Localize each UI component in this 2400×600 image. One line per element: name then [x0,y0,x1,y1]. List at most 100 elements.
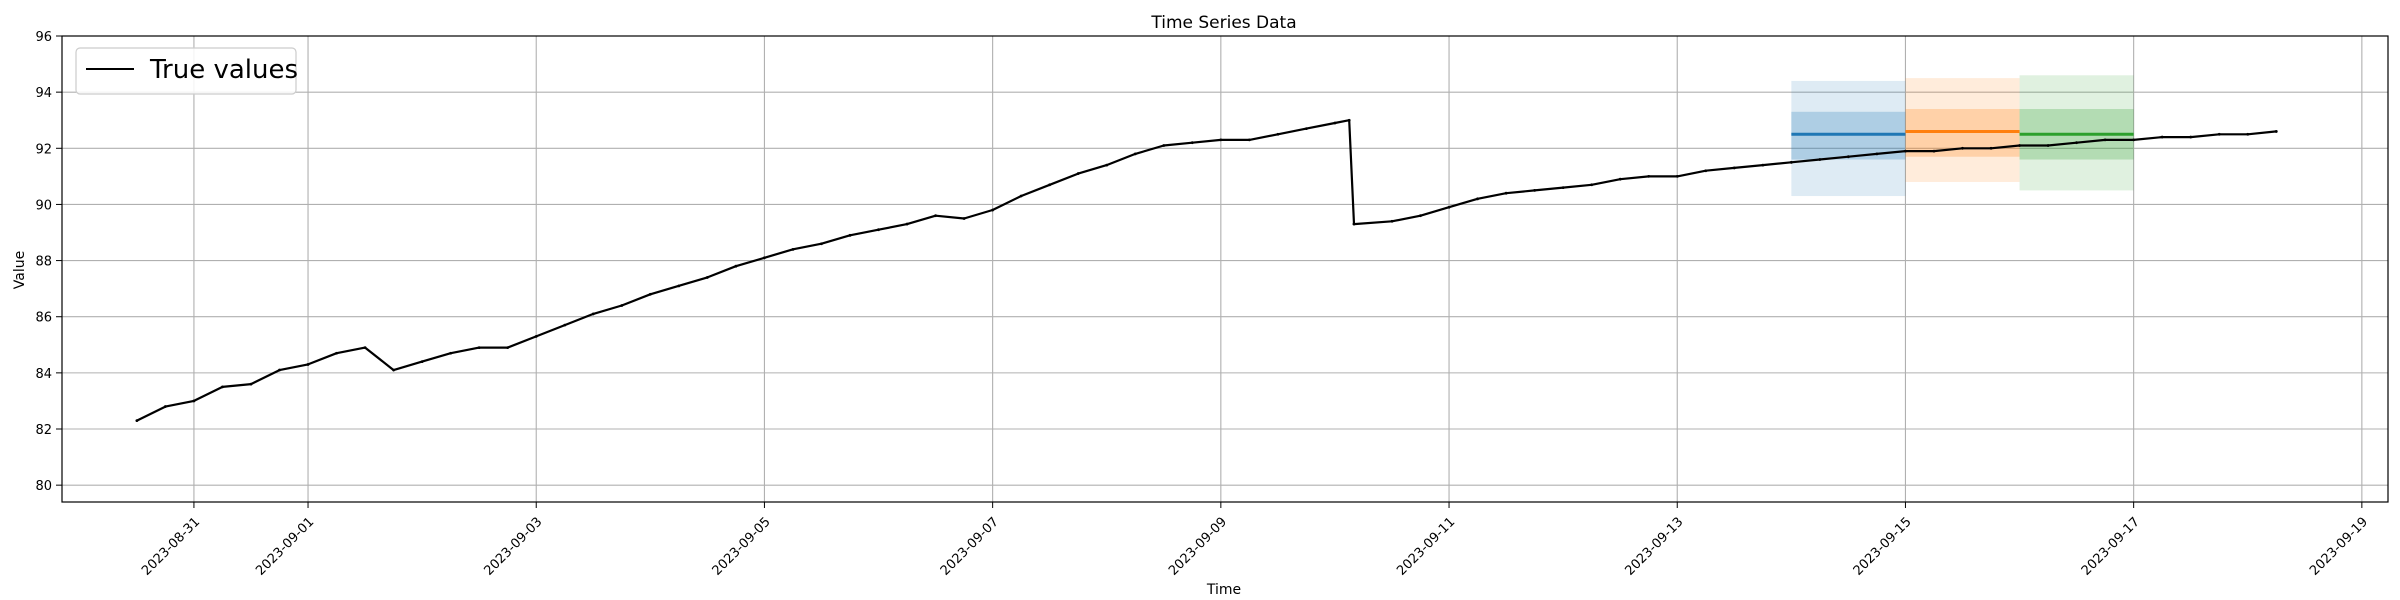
series-point [591,312,595,316]
series-point [2160,135,2164,139]
plot-frame [61,35,2389,503]
series-point [135,419,139,422]
y-tick-label: 92 [35,142,52,157]
series-point [1989,146,1993,150]
y-tick-label: 88 [35,255,52,270]
series-point [1618,177,1622,181]
series-point [1276,132,1280,136]
series-point [392,368,396,372]
series-point [1675,174,1679,178]
series-point [1761,163,1765,167]
series-point [705,276,709,279]
series-point [1846,155,1850,159]
y-tick-label: 96 [35,30,52,45]
series-point [420,360,424,364]
y-axis-label: Value [12,251,28,289]
series-point [1190,141,1194,145]
series-point [1818,158,1822,161]
x-tick-label: 2023-09-11 [1394,515,1458,579]
series-point [962,217,966,220]
y-tick-label: 90 [35,198,52,213]
series-point [791,247,795,251]
series-point [1875,152,1879,156]
series-point [506,346,510,350]
series-point [1219,138,1223,142]
series-point [1732,166,1736,170]
series-point [1162,144,1166,147]
series-point [1076,172,1080,175]
series-point [2274,130,2278,133]
series-point [734,264,738,268]
legend: True values [75,47,298,95]
series-point [1476,197,1479,201]
series-point [1247,138,1251,142]
series-point [1105,163,1109,167]
series-point [1561,186,1565,189]
x-tick-label: 2023-09-19 [2307,515,2371,579]
series-point [763,256,766,260]
y-tick-label: 80 [35,479,52,494]
chart-title: Time Series Data [1150,13,1296,33]
series-point [2046,144,2050,147]
series-point [477,346,481,350]
series-point [306,363,310,366]
series-point [1419,214,1422,218]
series-point [677,284,681,288]
series-point [877,228,880,232]
series-point [1347,118,1351,122]
series-point [2132,138,2136,142]
series-point [335,351,338,355]
grid-lines [62,35,2388,502]
series-point [1590,183,1594,187]
series-point [1019,194,1023,198]
series-point [2246,132,2250,136]
series-point [991,208,995,212]
series-point [648,292,652,296]
series-point [2189,135,2193,139]
y-tick-label: 82 [35,423,52,438]
x-tick-label: 2023-09-17 [2079,515,2143,579]
series-point [192,399,196,403]
series-point [221,385,224,389]
series-point [934,214,937,218]
series-point [1504,191,1508,195]
x-tick-label: 2023-09-13 [1622,515,1686,579]
x-tick-label: 2023-09-07 [938,515,1002,579]
series-point [1133,152,1137,156]
series-point [249,382,253,386]
series-point [363,346,367,350]
series-point [449,351,453,355]
y-tick-label: 84 [35,367,52,382]
series-lines [135,118,2278,422]
x-tick-label: 2023-08-31 [139,515,203,579]
series-point [620,304,624,307]
series-point [2217,132,2221,136]
series-point [1533,188,1537,192]
series-point [905,222,909,226]
y-tick-label: 86 [35,311,52,326]
x-tick-label: 2023-09-01 [253,515,317,579]
series-point [1932,149,1936,153]
series-point [1961,146,1964,150]
y-tick-label: 94 [35,86,52,101]
forecast-bands [1791,75,2134,197]
series-point [1447,205,1451,209]
series-point [534,334,538,338]
forecast-outer-band [1791,80,1906,197]
legend-box [75,47,297,95]
legend-label-true-values: True values [149,55,298,85]
x-axis-label: Time [1206,582,1241,598]
series-point [1704,169,1708,173]
x-tick-label: 2023-09-03 [481,515,545,579]
series-point [1352,222,1356,226]
series-point [2018,144,2021,147]
series-point [563,323,567,327]
series-point [1789,160,1793,164]
series-point [2075,141,2078,145]
series-point [1333,121,1337,125]
series-point [1305,127,1308,131]
series-point [848,233,852,237]
x-tick-label: 2023-09-09 [1166,515,1230,579]
series-point [1048,183,1052,187]
